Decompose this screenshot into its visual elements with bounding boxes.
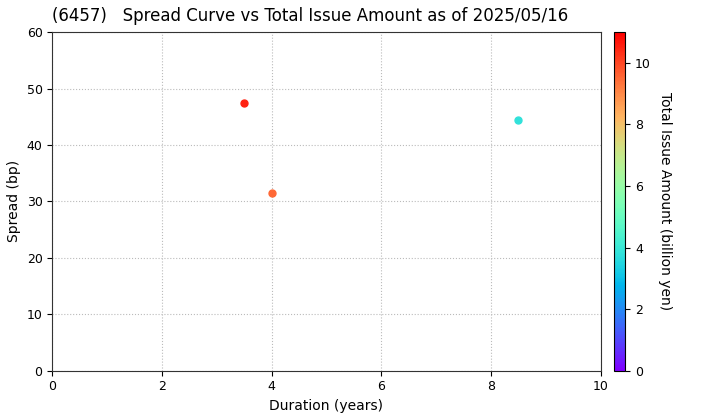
Point bbox=[238, 99, 250, 106]
Point bbox=[513, 116, 524, 123]
Y-axis label: Spread (bp): Spread (bp) bbox=[7, 160, 21, 242]
Point bbox=[266, 189, 277, 196]
Text: (6457)   Spread Curve vs Total Issue Amount as of 2025/05/16: (6457) Spread Curve vs Total Issue Amoun… bbox=[53, 7, 569, 25]
X-axis label: Duration (years): Duration (years) bbox=[269, 399, 384, 413]
Y-axis label: Total Issue Amount (billion yen): Total Issue Amount (billion yen) bbox=[657, 92, 672, 310]
